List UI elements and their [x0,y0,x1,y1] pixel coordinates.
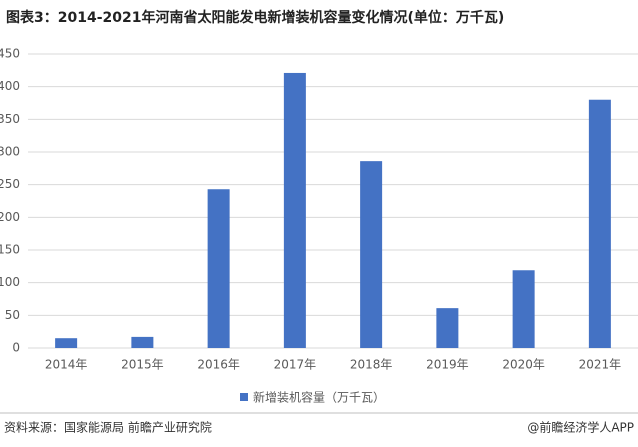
legend-label: 新增装机容量（万千瓦） [253,390,385,405]
x-tick-label: 2019年 [426,358,469,372]
x-tick-label: 2021年 [579,358,622,372]
y-tick-label: 150 [0,243,20,257]
y-tick-label: 450 [0,47,20,61]
y-tick-label: 200 [0,210,20,224]
x-tick-label: 2014年 [45,358,88,372]
legend-swatch [240,393,248,401]
bar [283,72,306,349]
x-tick-label: 2018年 [350,358,393,372]
y-tick-label: 400 [0,79,20,93]
bar [131,336,154,348]
bar [360,161,383,348]
x-tick-label: 2020年 [502,358,545,372]
y-tick-label: 350 [0,112,20,126]
y-tick-label: 0 [12,341,20,355]
x-tick-label: 2016年 [197,358,240,372]
bar [588,99,611,348]
y-tick-label: 50 [5,308,20,322]
bar [55,338,78,348]
y-tick-label: 250 [0,177,20,191]
source: 资料来源：国家能源局 前瞻产业研究院 [4,420,212,435]
chart-title: 图表3：2014-2021年河南省太阳能发电新增装机容量变化情况(单位：万千瓦) [6,9,504,26]
x-tick-label: 2017年 [274,358,317,372]
bar [207,189,230,348]
x-tick-label: 2015年 [121,358,164,372]
y-tick-label: 300 [0,145,20,159]
bar [436,308,459,348]
y-tick-label: 100 [0,275,20,289]
credit: @前瞻经济学人APP [527,420,634,435]
bar [512,270,535,348]
